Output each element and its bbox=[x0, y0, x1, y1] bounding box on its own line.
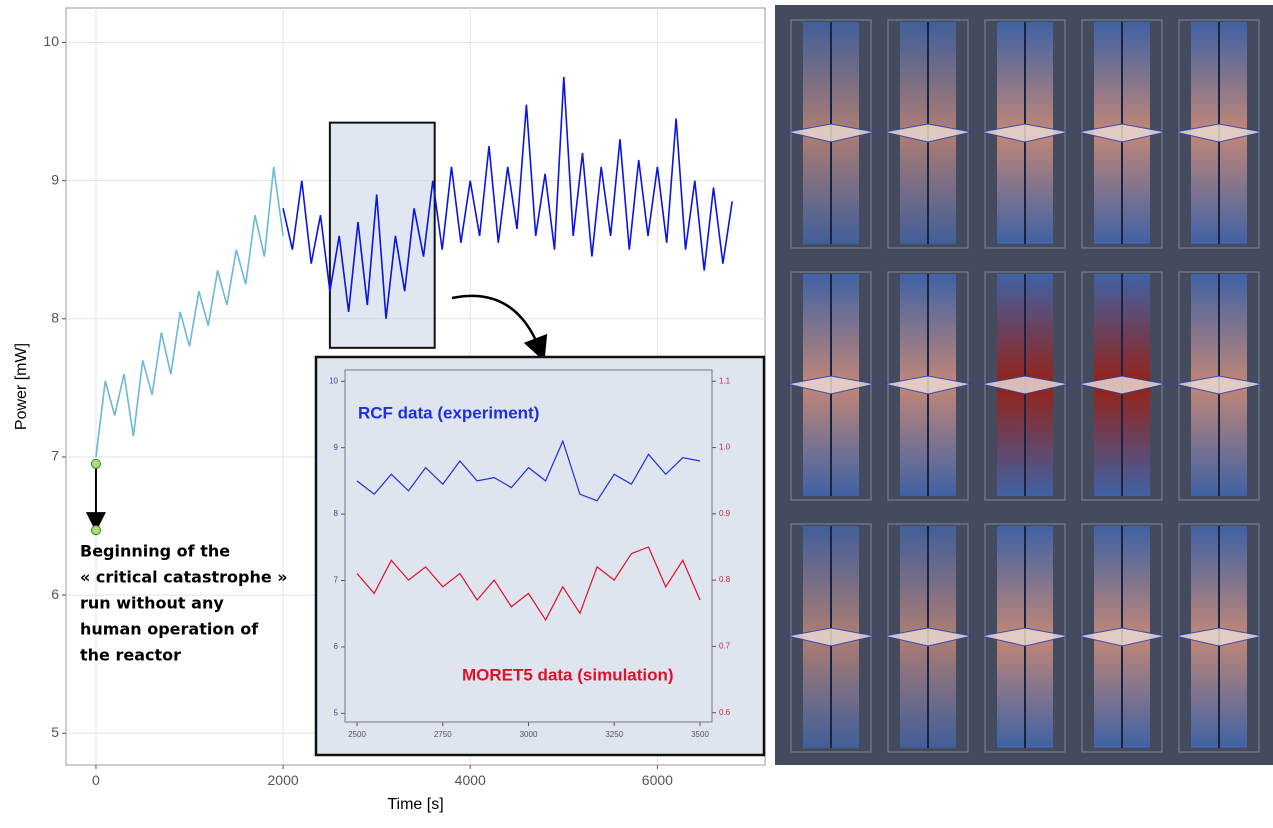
render-plane bbox=[980, 123, 1070, 143]
render-box bbox=[984, 271, 1066, 501]
render-box bbox=[1081, 523, 1163, 753]
render-plane bbox=[980, 627, 1070, 647]
y2-tick-label: 0.6 bbox=[719, 708, 731, 717]
render-grid bbox=[786, 19, 1264, 753]
annotation-line: the reactor bbox=[80, 646, 181, 665]
series-label: RCF data (experiment) bbox=[358, 403, 539, 422]
data-line bbox=[95, 166, 284, 458]
marker-point bbox=[90, 458, 101, 469]
y-tick-label: 10 bbox=[329, 376, 338, 385]
render-plane bbox=[786, 375, 876, 395]
data-line bbox=[356, 439, 701, 502]
y-tick-label: 5 bbox=[51, 724, 59, 740]
y-tick-label: 6 bbox=[334, 642, 339, 651]
y-tick-label: 7 bbox=[51, 448, 59, 464]
y2-tick-label: 0.8 bbox=[719, 575, 731, 584]
y-axis-label: Power [mW] bbox=[13, 343, 30, 430]
render-plane bbox=[883, 375, 973, 395]
render-box bbox=[887, 19, 969, 249]
x-tick-label: 4000 bbox=[455, 772, 486, 788]
x-tick-label: 2000 bbox=[268, 772, 299, 788]
y-tick-label: 9 bbox=[334, 443, 339, 452]
render-box bbox=[1178, 523, 1260, 753]
x-tick-label: 3000 bbox=[520, 730, 538, 739]
inset-plot-border bbox=[344, 369, 713, 723]
render-plane bbox=[1077, 627, 1167, 647]
zoom-region bbox=[328, 121, 436, 349]
annotation-line: « critical catastrophe » bbox=[80, 568, 288, 587]
x-axis-label: Time [s] bbox=[387, 796, 443, 813]
y-tick-label: 10 bbox=[43, 33, 59, 49]
x-tick-label: 3500 bbox=[691, 730, 709, 739]
render-box bbox=[790, 523, 872, 753]
render-box bbox=[984, 19, 1066, 249]
x-tick-label: 2750 bbox=[434, 730, 452, 739]
render-plane bbox=[786, 627, 876, 647]
render-plane bbox=[980, 375, 1070, 395]
y2-tick-label: 0.7 bbox=[719, 642, 731, 651]
y-tick-label: 6 bbox=[51, 586, 59, 602]
x-tick-label: 2500 bbox=[348, 730, 366, 739]
render-plane bbox=[883, 627, 973, 647]
render-box bbox=[887, 271, 969, 501]
x-tick-label: 0 bbox=[92, 772, 100, 788]
inset-chart: 5 6 7 8 9 10 0.6 0.7 0.8 0.9 1.0 1.1 2500 2750 3000 325… bbox=[329, 369, 731, 739]
render-box bbox=[790, 19, 872, 249]
y-tick-label: 9 bbox=[51, 171, 59, 187]
render-plane bbox=[786, 123, 876, 143]
main-chart: 5 6 7 8 9 10 0 2000 4000 6000 Time [s] Power [mW] Be… bbox=[13, 8, 765, 813]
marker-point bbox=[90, 525, 101, 536]
render-box bbox=[1081, 19, 1163, 249]
render-plane bbox=[1077, 375, 1167, 395]
series-label: MORET5 data (simulation) bbox=[462, 665, 674, 684]
y-tick-label: 8 bbox=[51, 310, 59, 326]
render-box bbox=[1178, 271, 1260, 501]
render-box bbox=[887, 523, 969, 753]
y2-tick-label: 1.1 bbox=[719, 376, 731, 385]
render-box bbox=[984, 523, 1066, 753]
annotation-line: human operation of bbox=[80, 620, 259, 639]
data-line bbox=[356, 546, 701, 622]
y-tick-label: 5 bbox=[334, 708, 339, 717]
annotation-line: Beginning of the bbox=[80, 542, 230, 561]
y-tick-label: 8 bbox=[334, 509, 339, 518]
render-plane bbox=[883, 123, 973, 143]
render-box bbox=[790, 271, 872, 501]
annotation-line: run without any bbox=[80, 594, 224, 613]
render-box bbox=[1178, 19, 1260, 249]
y-tick-label: 7 bbox=[334, 576, 339, 585]
inset-frame bbox=[314, 355, 766, 757]
render-plane bbox=[1174, 627, 1264, 647]
data-line bbox=[282, 77, 733, 319]
render-plane bbox=[1174, 123, 1264, 143]
x-tick-label: 3250 bbox=[605, 730, 623, 739]
x-tick-label: 6000 bbox=[642, 772, 673, 788]
y2-tick-label: 0.9 bbox=[719, 509, 731, 518]
zoom-arrow bbox=[451, 294, 548, 362]
render-plane bbox=[1174, 375, 1264, 395]
render-plane bbox=[1077, 123, 1167, 143]
render-box bbox=[1081, 271, 1163, 501]
y2-tick-label: 1.0 bbox=[719, 443, 731, 452]
